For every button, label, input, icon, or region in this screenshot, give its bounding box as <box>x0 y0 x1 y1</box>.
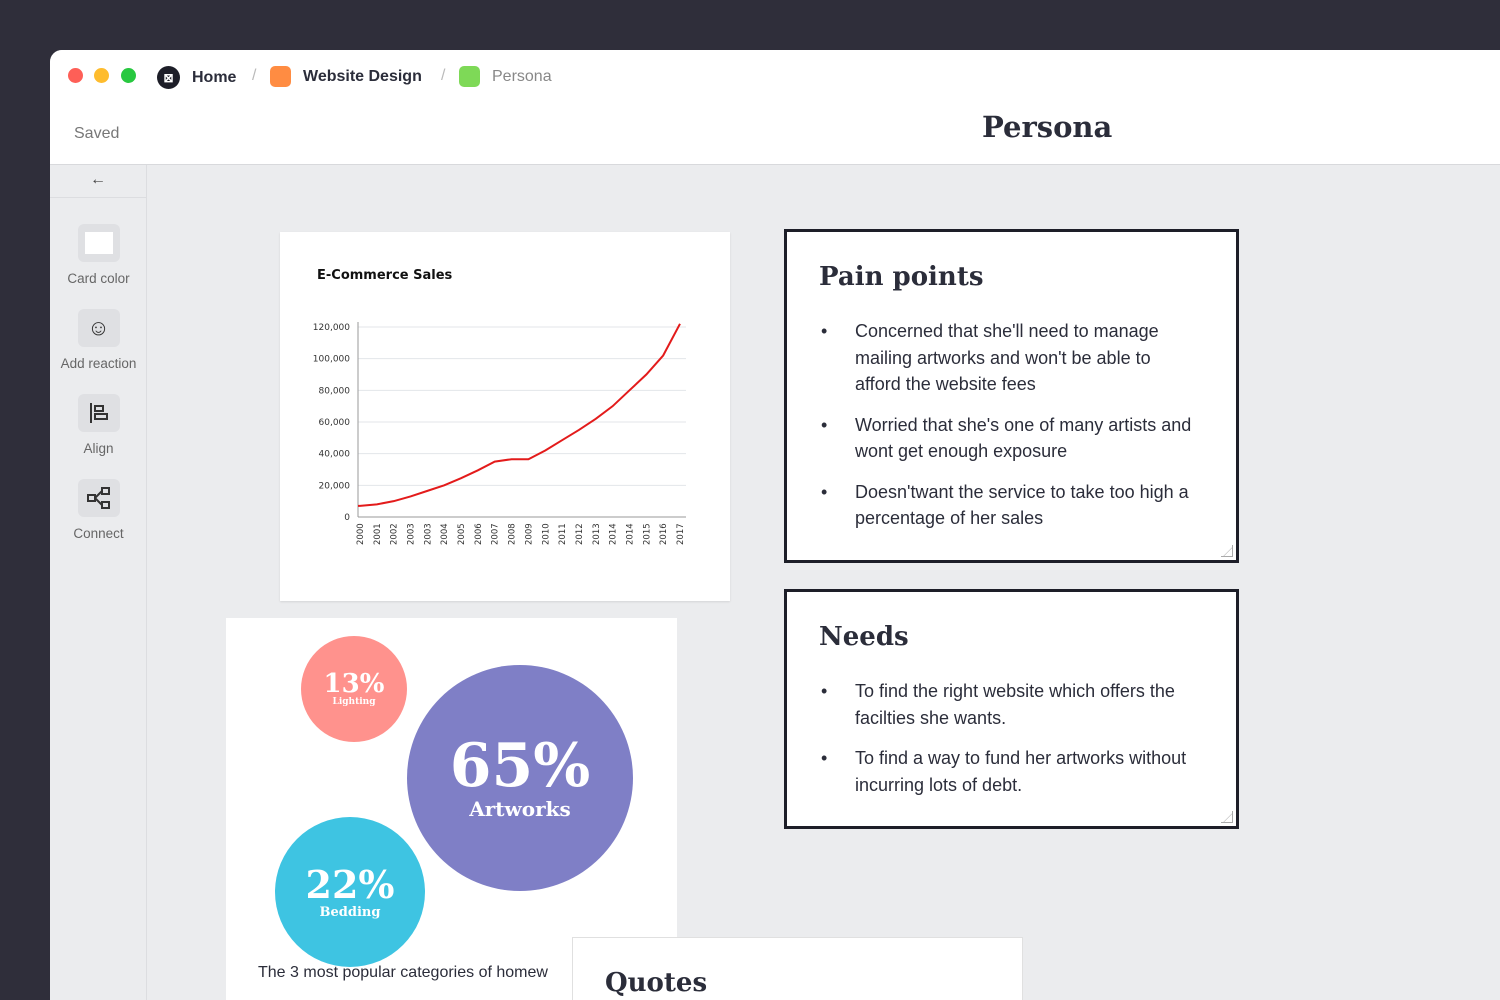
x-tick-label: 2014 <box>625 523 635 545</box>
y-tick-label: 20,000 <box>319 481 351 491</box>
page-title: Persona <box>982 110 1113 144</box>
y-tick-label: 100,000 <box>313 355 350 365</box>
x-tick-label: 2006 <box>474 523 484 545</box>
back-button[interactable]: ← <box>50 165 146 198</box>
breadcrumb-label: Home <box>192 68 237 86</box>
card-title: Quotes <box>605 968 708 998</box>
pain-points-card[interactable]: Pain points Concerned that she'll need t… <box>784 229 1239 563</box>
sales-line <box>358 323 681 507</box>
bubble-value: 22% <box>305 861 395 907</box>
bubble-caption: The 3 most popular categories of homew <box>258 964 548 981</box>
bubble-label: Lighting <box>332 697 376 707</box>
needs-card[interactable]: Needs To find the right website which of… <box>784 589 1239 829</box>
tool-label: Connect <box>73 526 124 541</box>
x-tick-label: 2010 <box>541 523 551 545</box>
tool-label: Align <box>83 441 114 456</box>
x-tick-label: 2001 <box>373 523 383 545</box>
y-tick-label: 0 <box>344 513 350 523</box>
breadcrumb-website-design[interactable]: Website Design <box>270 66 422 87</box>
y-tick-label: 60,000 <box>319 418 351 428</box>
header: ⊠ Home / Website Design / Persona Saved … <box>50 50 1500 165</box>
save-status: Saved <box>74 125 120 142</box>
x-tick-label: 2002 <box>390 523 400 545</box>
list-item: To find a way to fund her artworks witho… <box>819 745 1196 798</box>
x-tick-label: 2005 <box>457 523 467 545</box>
list-item: Doesn'twant the service to take too high… <box>819 479 1196 532</box>
tool-label: Card color <box>67 271 130 286</box>
bubble-lighting: 13% Lighting <box>301 636 407 742</box>
close-window-button[interactable] <box>68 68 83 83</box>
connect-button[interactable]: Connect <box>50 479 147 541</box>
list-item: Worried that she's one of many artists a… <box>819 412 1196 465</box>
breadcrumb-separator: / <box>252 67 257 84</box>
bubble-value: 13% <box>323 669 385 699</box>
x-tick-label: 2008 <box>508 523 518 545</box>
x-tick-label: 2012 <box>575 523 585 545</box>
sidebar: ← Card color ☺ Add reaction Align Connec… <box>50 165 147 1000</box>
y-tick-label: 40,000 <box>319 450 351 460</box>
card-color-button[interactable]: Card color <box>50 224 147 286</box>
add-reaction-button[interactable]: ☺ Add reaction <box>50 309 147 371</box>
x-tick-label: 2007 <box>491 523 501 545</box>
connect-icon <box>86 487 110 509</box>
x-tick-label: 2013 <box>592 523 602 545</box>
minimize-window-button[interactable] <box>94 68 109 83</box>
x-tick-label: 2009 <box>524 523 534 545</box>
needs-list: To find the right website which offers t… <box>819 678 1196 812</box>
resize-handle[interactable] <box>1221 811 1233 823</box>
x-tick-label: 2014 <box>609 523 619 545</box>
x-tick-label: 2015 <box>642 523 652 545</box>
list-item: Concerned that she'll need to manage mai… <box>819 318 1196 398</box>
app-logo-icon: ⊠ <box>157 66 180 89</box>
chart-card[interactable]: E-Commerce Sales 0 20,000 40,000 60,000 80,0… <box>280 232 730 601</box>
bubble-label: Artworks <box>469 797 571 821</box>
x-tick-label: 2016 <box>659 523 669 545</box>
breadcrumb-label: Persona <box>492 67 552 85</box>
bubble-value: 65% <box>449 731 591 801</box>
resize-handle[interactable] <box>1221 545 1233 557</box>
tool-label: Add reaction <box>60 356 137 371</box>
x-tick-label: 2017 <box>676 523 686 545</box>
app-window: ⊠ Home / Website Design / Persona Saved … <box>50 50 1500 1000</box>
breadcrumb-home[interactable]: ⊠ Home <box>157 66 236 89</box>
bubble-label: Bedding <box>319 904 381 920</box>
card-color-icon <box>84 232 113 254</box>
ecommerce-sales-chart: E-Commerce Sales 0 20,000 40,000 60,000 80,0… <box>313 268 686 545</box>
bubble-card[interactable]: 13% Lighting 65% Artworks 22% Bedding Th… <box>226 618 677 1000</box>
board-color-icon <box>459 66 480 87</box>
card-title: Pain points <box>819 262 984 292</box>
align-button[interactable]: Align <box>50 394 147 456</box>
card-title: Needs <box>819 622 909 652</box>
y-tick-label: 80,000 <box>319 386 351 396</box>
align-left-icon <box>89 403 108 423</box>
breadcrumb-label: Website Design <box>303 67 422 85</box>
x-tick-label: 2003 <box>407 523 417 545</box>
x-tick-label: 2003 <box>423 523 433 545</box>
project-color-icon <box>270 66 291 87</box>
x-tick-label: 2004 <box>440 523 450 545</box>
x-tick-label: 2000 <box>356 523 366 545</box>
list-item: To find the right website which offers t… <box>819 678 1196 731</box>
y-tick-label: 120,000 <box>313 323 350 333</box>
x-tick-label: 2011 <box>558 523 568 545</box>
pain-points-list: Concerned that she'll need to manage mai… <box>819 318 1196 546</box>
emoji-add-icon: ☺ <box>87 315 110 340</box>
bubble-bedding: 22% Bedding <box>275 817 425 967</box>
arrow-left-icon: ← <box>90 171 106 188</box>
breadcrumb-persona[interactable]: Persona <box>459 66 552 87</box>
maximize-window-button[interactable] <box>121 68 136 83</box>
breadcrumb-separator: / <box>441 67 446 84</box>
quotes-card[interactable]: Quotes <box>572 937 1023 1000</box>
chart-title: E-Commerce Sales <box>317 268 453 283</box>
bubble-artworks: 65% Artworks <box>407 665 633 891</box>
